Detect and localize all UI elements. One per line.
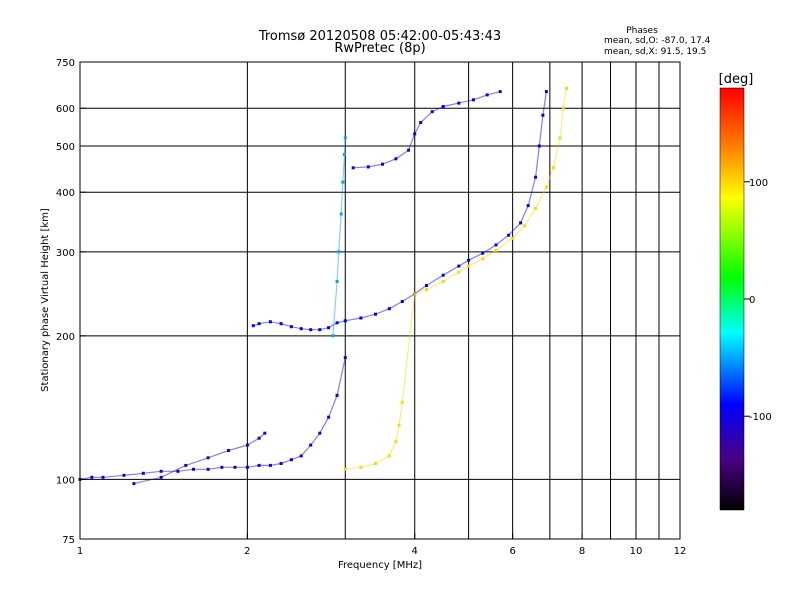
plot-area [78,61,681,540]
x-ticks: 1 2 4 6 8 10 12 [77,533,687,557]
x-tick-label: 1 [77,546,83,557]
x-tick-label: 2 [244,546,250,557]
series-line [133,432,266,485]
y-ticks: 75 100 200 300 400 500 600 750 [56,58,86,546]
series-line [332,137,346,336]
series-line [353,91,501,169]
phase-stats-o: mean, sd,O: -87.0, 17.4 [604,36,711,46]
y-tick-label: 75 [62,535,75,546]
series-line [79,357,346,480]
plot-frame [79,61,681,540]
x-tick-label: 12 [674,546,687,557]
colorbar [719,87,745,511]
y-tick-label: 300 [56,248,75,259]
series-line [253,91,547,331]
y-axis-label: Stationary phase Virtual Height [km] [40,208,51,392]
gridlines [80,62,680,539]
series-line [345,88,568,470]
x-axis-label: Frequency [MHz] [338,560,422,571]
y-tick-label: 600 [56,104,75,115]
y-tick-label: 100 [56,475,75,486]
x-tick-label: 8 [579,546,585,557]
chart-title: Tromsø 20120508 05:42:00-05:43:43 [258,29,501,44]
y-tick-label: 400 [56,188,75,199]
x-tick-label: 4 [412,546,418,557]
colorbar-tick-label: 100 [749,178,768,189]
colorbar-tick-label: -100 [749,412,772,423]
colorbar-ticks: 100 0 -100 [744,178,772,423]
plot-background [80,62,680,539]
colorbar-label: [deg] [719,72,754,87]
y-tick-label: 200 [56,332,75,343]
series-lines [79,88,568,485]
phase-stats-heading: Phases [626,26,658,36]
colorbar-tick-label: 0 [749,295,755,306]
chart-subtitle: RwPretec (8p) [334,41,425,56]
x-tick-label: 6 [509,546,515,557]
phase-stats-x: mean, sd,X: 91.5, 19.5 [604,47,706,57]
y-tick-label: 750 [56,58,75,69]
x-tick-label: 10 [630,546,643,557]
y-tick-label: 500 [56,142,75,153]
